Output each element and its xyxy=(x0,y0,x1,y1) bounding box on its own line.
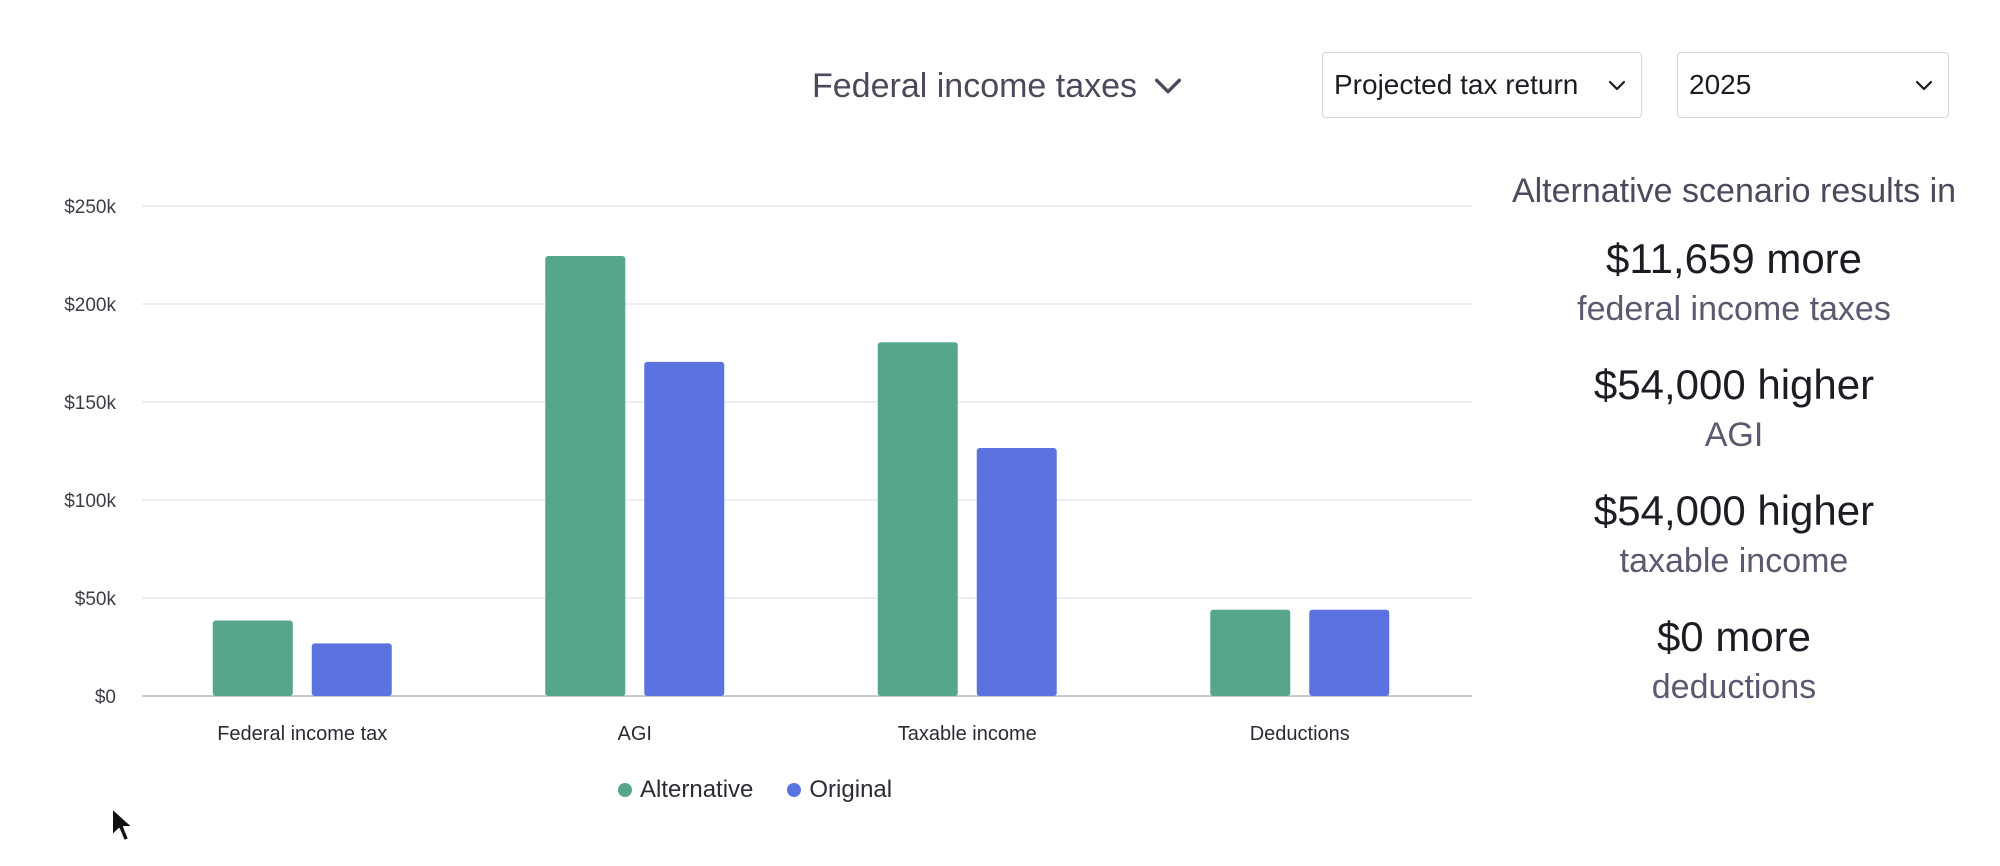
return-type-dropdown[interactable]: Projected tax return xyxy=(1322,52,1642,118)
summary-label: taxable income xyxy=(1619,542,1849,580)
chevron-down-icon xyxy=(1155,78,1182,94)
summary-item-agi: $54,000 higher AGI xyxy=(1480,359,1988,459)
y-tick-label: $150k xyxy=(64,393,116,414)
x-category-label: Federal income tax xyxy=(217,723,387,745)
bar-original xyxy=(311,643,392,696)
metric-selector-label: Federal income taxes xyxy=(812,66,1138,105)
bar-original xyxy=(1309,609,1390,696)
bar-alternative xyxy=(212,620,293,696)
bar-chart: $0 $50k $100k $150k $200k $250k Federal income… xyxy=(64,197,1472,745)
summary-value: $11,659 more xyxy=(1605,235,1863,282)
return-type-value: Projected tax return xyxy=(1334,69,1579,100)
scenario-summary: Alternative scenario results in $11,659 … xyxy=(1480,172,1988,737)
summary-item-taxable-income: $54,000 higher taxable income xyxy=(1480,485,1988,585)
summary-value: $54,000 higher xyxy=(1593,361,1875,408)
legend-swatch-original xyxy=(787,783,802,797)
x-category-label: AGI xyxy=(618,723,652,745)
y-tick-label: $250k xyxy=(64,197,116,218)
legend-label-original: Original xyxy=(809,776,893,803)
summary-label: federal income taxes xyxy=(1577,290,1891,328)
bar-alternative xyxy=(1210,609,1291,696)
x-category-label: Deductions xyxy=(1250,723,1350,745)
y-tick-label: $100k xyxy=(64,491,116,512)
metric-selector[interactable]: Federal income taxes xyxy=(812,56,1185,116)
summary-item-federal-tax: $11,659 more federal income taxes xyxy=(1480,233,1988,333)
summary-value: $54,000 higher xyxy=(1593,487,1875,534)
summary-value: $0 more xyxy=(1656,613,1812,660)
y-tick-label: $50k xyxy=(75,589,117,610)
year-dropdown[interactable]: 2025 xyxy=(1677,52,1949,118)
summary-item-deductions: $0 more deductions xyxy=(1480,611,1988,711)
bar-alternative xyxy=(877,342,958,696)
chevron-down-icon xyxy=(1608,80,1626,91)
legend-swatch-alternative xyxy=(618,783,632,797)
bar-original xyxy=(976,448,1057,696)
year-value: 2025 xyxy=(1689,69,1752,100)
legend-item-original[interactable]: Original xyxy=(787,776,892,804)
bar-alternative xyxy=(545,255,626,696)
x-category-label: Taxable income xyxy=(898,723,1037,745)
chevron-down-icon xyxy=(1915,80,1933,91)
summary-label: deductions xyxy=(1651,668,1817,706)
summary-heading: Alternative scenario results in xyxy=(1511,172,1957,210)
legend-item-alternative[interactable]: Alternative xyxy=(618,776,753,804)
summary-label: AGI xyxy=(1704,416,1764,454)
y-tick-label: $200k xyxy=(64,295,116,316)
legend-label-alternative: Alternative xyxy=(640,776,754,803)
mouse-cursor-icon xyxy=(111,807,134,842)
bar-original xyxy=(644,361,725,696)
chart-legend: Alternative Original xyxy=(618,776,892,804)
y-tick-label: $0 xyxy=(95,687,116,708)
